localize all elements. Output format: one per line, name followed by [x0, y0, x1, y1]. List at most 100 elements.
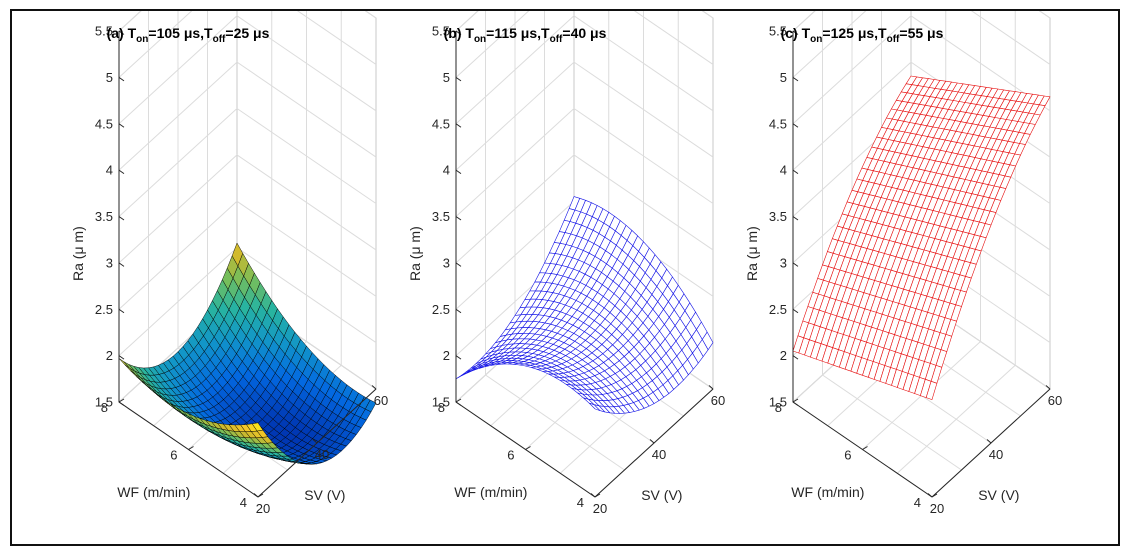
surface — [118, 242, 377, 465]
sv-tick-mark — [927, 493, 933, 498]
ra-tick-label: 5 — [443, 70, 450, 85]
ra-tick-label: 2 — [106, 348, 113, 363]
title-part-2: =125 μs,T — [822, 25, 887, 41]
wf-tick-label: 8 — [775, 400, 782, 415]
wf-tick-label: 4 — [914, 495, 921, 510]
panel-b: 1.5 2 2.5 3 3.5 4 4.5 5 5.5 20 40 60 4 6 8 SV (V) WF (m/… — [407, 11, 725, 516]
ra-tick-label: 2 — [780, 348, 787, 363]
title-part-2: =105 μs,T — [148, 25, 213, 41]
sv-tick-mark — [371, 385, 377, 390]
title-part-4: =55 μs — [899, 25, 943, 41]
wf-tick-mark — [931, 493, 938, 498]
sv-tick-mark — [708, 385, 714, 390]
title-part-4: =25 μs — [225, 25, 269, 41]
ra-tick-label: 2 — [443, 348, 450, 363]
sv-tick-label: 60 — [711, 393, 725, 408]
wf-tick-label: 4 — [577, 495, 584, 510]
ra-tick-label: 3.5 — [95, 209, 113, 224]
ra-tick-label: 4 — [780, 163, 787, 178]
sv-tick-label: 20 — [593, 501, 607, 516]
ra-tick-mark — [455, 262, 462, 267]
ra-tick-label: 2.5 — [769, 302, 787, 317]
ra-tick-label: 3 — [780, 255, 787, 270]
wall-gridline — [455, 15, 714, 125]
wall-gridline — [118, 200, 377, 310]
title-part-2: =115 μs,T — [486, 25, 550, 41]
wall-gridline — [455, 107, 714, 217]
ra-tick-mark — [118, 401, 125, 406]
sv-tick-mark — [986, 439, 992, 444]
panel-title: (c) Ton=125 μs,Toff=55 μs — [781, 25, 944, 45]
ra-tick-mark — [118, 308, 125, 314]
wall-gridline — [792, 11, 1051, 78]
sv-tick-label: 40 — [315, 447, 329, 462]
wf-tick-mark — [188, 446, 194, 450]
title-part-0: (c) T — [781, 25, 811, 41]
ra-tick-label: 3 — [106, 255, 113, 270]
ra-tick-mark — [455, 76, 462, 82]
panel-c: 1.5 2 2.5 3 3.5 4 4.5 5 5.5 20 40 60 4 6 8 SV (V) WF (m/… — [744, 11, 1062, 516]
axes: 1.5 2 2.5 3 3.5 4 4.5 5 5.5 20 40 60 4 6 8 SV (V) WF (m/… — [70, 24, 388, 517]
ra-tick-mark — [792, 169, 799, 175]
ra-tick-mark — [118, 355, 125, 360]
wf-tick-label: 6 — [507, 448, 514, 463]
ra-tick-label: 4.5 — [95, 116, 113, 131]
wall-gridline — [118, 107, 377, 217]
wall-gridline — [455, 61, 714, 171]
wf-tick-label: 4 — [240, 495, 247, 510]
wall-gridline — [118, 61, 377, 171]
ra-tick-label: 3.5 — [769, 209, 787, 224]
ra-tick-mark — [455, 123, 462, 128]
sv-axis-label: SV (V) — [304, 487, 345, 503]
surface-cell — [251, 422, 264, 432]
surface-plots-canvas: 1.5 2 2.5 3 3.5 4 4.5 5 5.5 20 40 60 4 6 8 SV (V) WF (m/… — [70, 11, 1062, 516]
ra-tick-label: 1.5 — [432, 395, 450, 410]
title-part-0: (a) T — [107, 25, 137, 41]
ra-tick-label: 2.5 — [95, 302, 113, 317]
ra-tick-mark — [455, 308, 462, 314]
ra-axis-label: Ra (μ m) — [744, 226, 760, 281]
wall-gridline — [118, 15, 377, 125]
ra-tick-mark — [455, 169, 462, 175]
ra-tick-label: 4.5 — [769, 116, 787, 131]
ra-tick-label: 5.5 — [769, 24, 787, 39]
surface — [455, 196, 714, 414]
ra-tick-mark — [792, 216, 799, 221]
panel-title: (b) Ton=115 μs,Toff=40 μs — [444, 25, 607, 45]
sv-tick-label: 40 — [652, 447, 666, 462]
wf-tick-mark — [862, 446, 868, 450]
surface — [792, 75, 1051, 400]
ra-tick-mark — [118, 262, 125, 267]
panel-title: (a) Ton=105 μs,Toff=25 μs — [107, 25, 270, 45]
sv-tick-label: 60 — [374, 393, 388, 408]
title-part-3: off — [887, 34, 900, 45]
figure-frame: 1.5 2 2.5 3 3.5 4 4.5 5 5.5 20 40 60 4 6 8 SV (V) WF (m/… — [10, 9, 1120, 546]
panel-a: 1.5 2 2.5 3 3.5 4 4.5 5 5.5 20 40 60 4 6 8 SV (V) WF (m/… — [70, 11, 388, 516]
wall-gridline — [792, 15, 1051, 125]
ra-tick-label: 4 — [443, 163, 450, 178]
wf-tick-label: 8 — [438, 400, 445, 415]
ra-tick-mark — [792, 355, 799, 360]
title-part-3: off — [213, 34, 226, 45]
wf-tick-label: 6 — [170, 448, 177, 463]
ra-tick-mark — [118, 30, 125, 35]
wf-axis-label: WF (m/min) — [117, 484, 190, 500]
title-part-4: =40 μs — [562, 25, 606, 41]
wall-gridline — [118, 11, 377, 78]
wf-tick-mark — [455, 398, 462, 403]
ra-tick-mark — [792, 76, 799, 82]
sv-tick-label: 60 — [1048, 393, 1062, 408]
ra-tick-label: 4.5 — [432, 116, 450, 131]
sv-axis-label: SV (V) — [978, 487, 1019, 503]
ra-tick-mark — [792, 30, 799, 35]
wf-tick-mark — [525, 446, 531, 450]
ra-tick-label: 3.5 — [432, 209, 450, 224]
surface-cell — [588, 402, 601, 411]
ra-tick-mark — [118, 123, 125, 128]
wf-tick-mark — [257, 493, 264, 498]
ra-tick-label: 4 — [106, 163, 113, 178]
axes: 1.5 2 2.5 3 3.5 4 4.5 5 5.5 20 40 60 4 6 8 SV (V) WF (m/… — [407, 24, 725, 517]
ra-axis-label: Ra (μ m) — [407, 226, 423, 281]
sv-tick-label: 40 — [989, 447, 1003, 462]
ra-tick-mark — [118, 169, 125, 175]
